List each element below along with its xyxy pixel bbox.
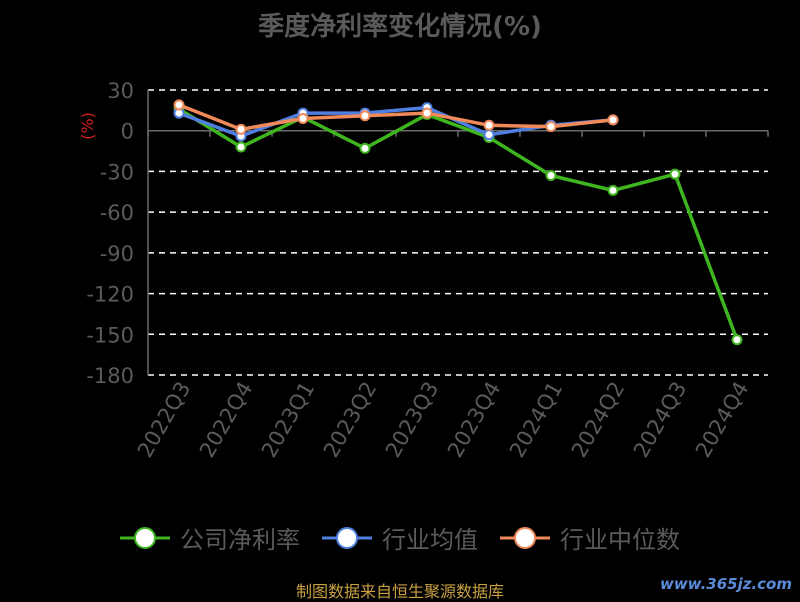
legend-marker-icon [120,526,170,549]
y-tick-label: -30 [100,160,134,184]
y-axis-label: (%) [78,112,97,140]
x-tick-label: 2022Q3 [133,378,195,462]
y-tick-label: -120 [86,283,134,307]
series-point-2 [607,114,619,126]
series-point-2 [173,99,185,111]
x-tick-label: 2024Q4 [691,378,753,462]
series-point-0 [235,141,247,153]
series-point-0 [731,334,743,346]
y-tick-label: -90 [100,242,134,266]
series-point-2 [421,107,433,119]
series-point-2 [359,110,371,122]
x-tick-label: 2024Q3 [629,378,691,462]
y-tick-label: -180 [86,364,134,388]
x-tick-label: 2023Q4 [443,378,505,462]
y-tick-label: -60 [100,201,134,225]
legend-label: 行业均值 [382,526,478,554]
legend-marker-icon [322,526,372,549]
legend-item-company[interactable]: 公司净利率 [120,520,300,555]
y-tick-label: 30 [107,79,134,103]
y-tick-label: 0 [121,120,134,144]
x-tick-label: 2023Q1 [257,378,319,462]
x-tick-label: 2024Q2 [567,378,629,462]
chart-title: 季度净利率变化情况(%) [258,12,542,42]
legend-item-industry-median[interactable]: 行业中位数 [500,520,680,555]
series-line-0 [178,107,739,341]
legend-label: 公司净利率 [180,526,300,554]
series-point-0 [607,184,619,196]
series-point-2 [545,121,557,133]
watermark: www.365jz.com [659,575,792,593]
series-point-2 [297,113,309,124]
series-point-1 [483,129,495,141]
series-line-2 [178,103,614,132]
legend-marker-icon [500,526,550,549]
x-tick-label: 2023Q3 [381,378,443,462]
series-point-2 [235,123,247,135]
x-tick-label: 2022Q4 [195,378,257,462]
x-tick-label: 2024Q1 [505,378,567,462]
legend-item-industry-mean[interactable]: 行业均值 [322,520,478,555]
y-tick-label: -150 [86,323,134,347]
series-point-2 [483,119,495,131]
legend: 公司净利率 行业均值 行业中位数 [0,520,800,555]
series-point-0 [359,142,371,154]
x-tick-label: 2023Q2 [319,378,381,462]
series-point-0 [545,170,557,181]
source-text: 制图数据来自恒生聚源数据库 [295,582,504,601]
legend-label: 行业中位数 [560,526,680,554]
series-point-0 [669,168,681,180]
